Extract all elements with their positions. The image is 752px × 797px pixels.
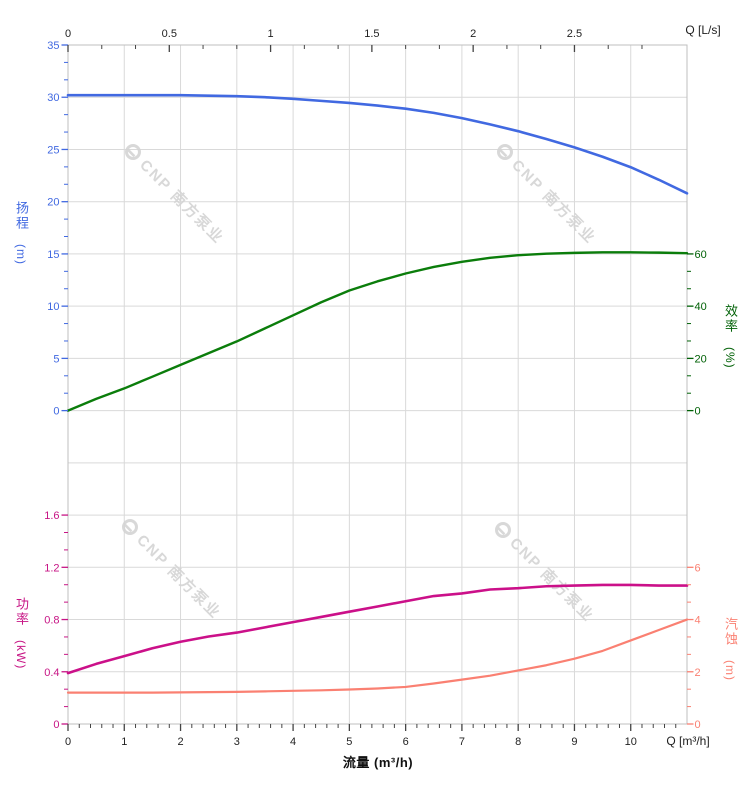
tick-label: 0	[53, 719, 59, 731]
cnp-logo-icon	[497, 144, 513, 160]
tick-label: 30	[47, 92, 59, 104]
tick-label: 3	[234, 736, 240, 748]
curve-npsh	[66, 618, 689, 694]
curves	[66, 93, 689, 694]
power-axis-unit: (kW)	[14, 639, 28, 669]
head-axis-title: 扬程 (m)	[13, 201, 29, 265]
plot-border	[67, 44, 688, 725]
tick-label: 1.6	[44, 510, 59, 522]
head-axis-title-text: 扬程	[14, 201, 29, 231]
tick-label: 5	[53, 353, 59, 365]
watermark: CNP 南方泵业	[495, 522, 598, 626]
curve-power	[66, 583, 689, 675]
tick-label: 25	[47, 144, 59, 156]
npsh-axis-title: 汽蚀 (m)	[722, 617, 738, 681]
grid	[67, 44, 688, 725]
tick-label: 0	[695, 406, 701, 418]
tick-label: 2	[470, 28, 476, 40]
cnp-logo-icon	[496, 525, 506, 536]
power-axis-title-text: 功率	[14, 597, 29, 627]
tick-label: 20	[47, 197, 59, 209]
tick-label: 1.2	[44, 562, 59, 574]
watermark: CNP 南方泵业	[497, 144, 600, 248]
npsh-axis-title-text: 汽蚀	[723, 617, 738, 647]
tick-label: 2	[695, 667, 701, 679]
curve-efficiency	[66, 251, 689, 412]
curve-head	[66, 93, 689, 195]
cnp-logo-icon	[123, 522, 133, 533]
cnp-logo-icon	[495, 522, 511, 538]
watermark: CNP 南方泵业	[122, 519, 225, 623]
tick-label: 20	[695, 353, 707, 365]
tick-label: 4	[290, 736, 296, 748]
tick-label: 35	[47, 40, 59, 52]
tick-label: 6	[695, 562, 701, 574]
tick-label: 0.5	[162, 28, 177, 40]
head-axis-unit: (m)	[14, 243, 28, 265]
efficiency-axis-title-text: 效率	[723, 304, 738, 334]
tick-label: 10	[47, 301, 59, 313]
tick-label: 0.4	[44, 667, 59, 679]
cnp-logo-icon	[126, 147, 136, 158]
cnp-logo-icon	[498, 147, 508, 158]
watermark-text: CNP 南方泵业	[133, 531, 225, 623]
watermark-layer: CNP 南方泵业 CNP 南方泵业 CNP 南方泵业 CNP 南方泵业	[122, 144, 600, 626]
tick-label: 1	[121, 736, 127, 748]
watermark: CNP 南方泵业	[125, 144, 228, 248]
tick-label: 10	[625, 736, 637, 748]
efficiency-axis-unit: (%)	[723, 346, 737, 369]
cnp-logo-icon	[122, 519, 138, 535]
top-x-axis-unit-label: Q [L/s]	[685, 23, 721, 37]
cnp-logo-icon	[125, 144, 141, 160]
tick-label: 1	[268, 28, 274, 40]
tick-label: 9	[571, 736, 577, 748]
power-axis-title: 功率 (kW)	[13, 597, 29, 669]
bottom-x-axis-unit-label: Q [m³/h]	[666, 734, 710, 748]
efficiency-axis-title: 效率 (%)	[722, 304, 738, 368]
watermark-text: CNP 南方泵业	[506, 534, 598, 626]
tick-label: 2	[177, 736, 183, 748]
tick-label: 4	[695, 615, 701, 627]
tick-label: 0.8	[44, 615, 59, 627]
axis-ticks	[61, 44, 694, 731]
tick-label: 1.5	[364, 28, 379, 40]
tick-label: 2.5	[567, 28, 582, 40]
tick-label: 0	[65, 736, 71, 748]
tick-label: 7	[459, 736, 465, 748]
tick-label: 6	[403, 736, 409, 748]
npsh-axis-unit: (m)	[723, 659, 737, 681]
tick-label: 5	[346, 736, 352, 748]
tick-label: 40	[695, 301, 707, 313]
tick-label: 60	[695, 249, 707, 261]
flow-axis-title: 流量 (m³/h)	[342, 755, 414, 770]
tick-label: 0	[53, 406, 59, 418]
tick-label: 15	[47, 249, 59, 261]
tick-label: 0	[65, 28, 71, 40]
tick-label: 8	[515, 736, 521, 748]
tick-label: 0	[695, 719, 701, 731]
